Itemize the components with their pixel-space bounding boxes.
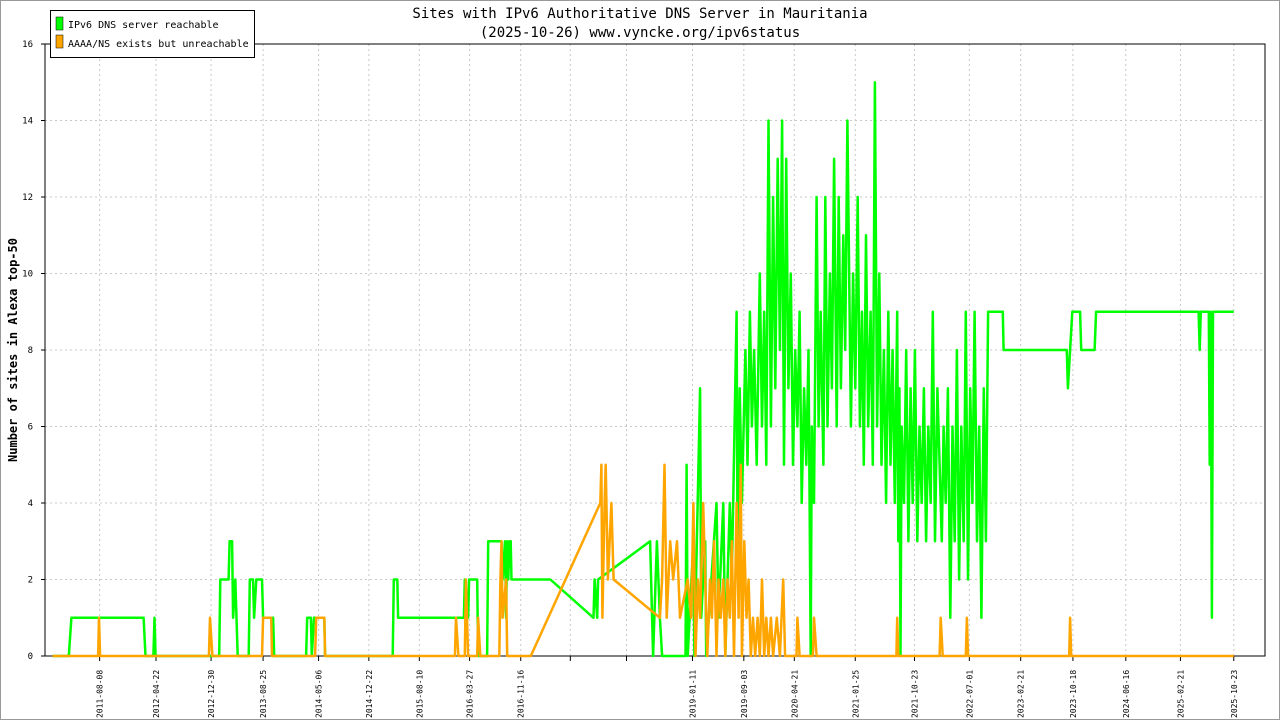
y-tick-label: 8 <box>28 346 33 356</box>
x-tick-label: 2023-10-18 <box>1069 670 1078 718</box>
x-tick-label: 2021-01-25 <box>851 670 860 718</box>
x-tick-label: 2019-01-11 <box>688 670 697 718</box>
chart-title: Sites with IPv6 Authoritative DNS Server… <box>412 6 867 22</box>
legend-label-reachable: IPv6 DNS server reachable <box>68 20 219 31</box>
series-line-unreachable <box>52 463 1234 658</box>
x-tick-label: 2014-05-06 <box>315 670 324 718</box>
y-tick-label: 6 <box>28 423 33 433</box>
series-group <box>52 81 1234 658</box>
y-tick-label: 4 <box>28 499 33 509</box>
y-tick-label: 10 <box>22 270 33 280</box>
x-tick-label: 2021-10-23 <box>910 670 919 718</box>
x-tick-label: 2023-02-21 <box>1017 670 1026 718</box>
legend-swatch-reachable <box>55 16 64 31</box>
legend-label-unreachable: AAAA/NS exists but unreachable <box>68 39 249 50</box>
y-tick-label: 2 <box>28 576 33 586</box>
x-tick-label: 2013-08-25 <box>259 670 268 718</box>
y-tick-label: 0 <box>28 652 33 662</box>
x-tick-label: 2016-11-16 <box>517 670 526 718</box>
y-tick-label: 16 <box>22 40 33 50</box>
chart-subtitle: (2025-10-26) www.vyncke.org/ipv6status <box>480 25 800 41</box>
x-tick-label: 2019-09-03 <box>740 670 749 718</box>
y-tick-label: 12 <box>22 193 33 203</box>
x-tick-label: 2011-08-08 <box>96 670 105 718</box>
y-axis-label: Number of sites in Alexa top-50 <box>6 238 20 462</box>
legend-box <box>50 10 255 58</box>
x-tick-label: 2020-04-21 <box>790 670 799 718</box>
legend: IPv6 DNS server reachable AAAA/NS exists… <box>50 10 255 58</box>
x-tick-label: 2012-04-22 <box>152 670 161 718</box>
x-tick-label: 2014-12-22 <box>365 670 374 718</box>
legend-swatch-unreachable <box>55 34 64 49</box>
x-tick-label: 2012-12-30 <box>207 670 216 718</box>
x-tick-label: 2024-06-16 <box>1122 670 1131 718</box>
axes: 0 2 4 6 8 10 12 14 16 2011-08-08 2012-04-22 2012-12… <box>22 40 1266 718</box>
x-tick-label: 2015-08-10 <box>415 670 424 718</box>
x-tick-label: 2022-07-01 <box>965 670 974 718</box>
x-tick-label: 2016-03-27 <box>466 670 475 718</box>
x-tick-label: 2025-02-21 <box>1176 670 1185 718</box>
y-tick-label: 14 <box>22 117 33 127</box>
x-tick-label: 2025-10-23 <box>1230 670 1239 718</box>
series-line-reachable <box>52 81 1234 658</box>
